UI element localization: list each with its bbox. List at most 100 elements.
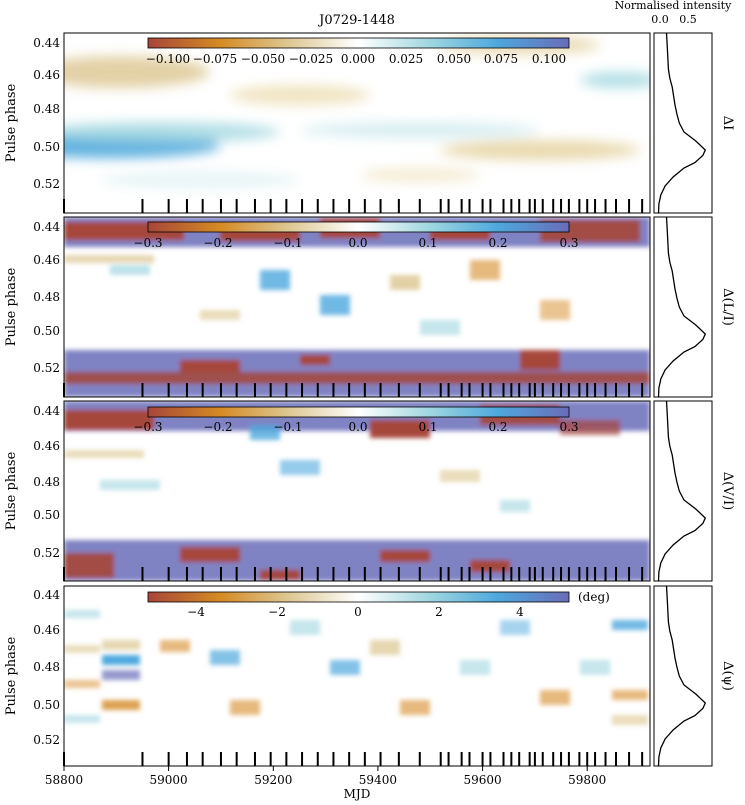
plot-frame (63, 216, 651, 398)
y-ticks: 0.44 0.46 0.48 0.50 0.52 (33, 404, 60, 560)
colorbar-gradient (147, 591, 570, 603)
x-tick-label: 59000 (150, 773, 188, 787)
y-tick-label: 0.52 (33, 733, 60, 747)
colorbar-tick: −0.1 (273, 236, 302, 250)
colorbar-tick: −0.2 (203, 236, 232, 250)
colorbar-tick: 4 (516, 605, 524, 619)
colorbar-tick: 0.3 (559, 236, 578, 250)
colorbar-tick: −0.050 (241, 52, 285, 66)
colorbar: −0.100 −0.075 −0.050 −0.025 0.000 0.025 … (146, 37, 570, 66)
x-tick-label: 59600 (464, 773, 502, 787)
colorbar-tick: −0.075 (193, 52, 237, 66)
colorbar-tick: 2 (435, 605, 443, 619)
colorbar-gradient (147, 37, 570, 49)
plot-frame (63, 32, 651, 214)
colorbar-tick: 0.3 (559, 420, 578, 434)
colorbar-tick: 0.2 (488, 236, 507, 250)
y-tick-label: 0.50 (33, 140, 60, 154)
profile-xtick-1: 0.5 (679, 13, 697, 26)
colorbar-tick: 0 (354, 605, 362, 619)
colorbar-gradient (147, 221, 570, 233)
y-ticks: 0.44 0.46 0.48 0.50 0.52 (33, 220, 60, 375)
panel-delta-i: Pulse phase ΔI 0.44 0.46 0.48 0.50 0.52 … (4, 32, 735, 214)
colorbar-tick: −2 (268, 605, 286, 619)
observation-ticks (63, 199, 644, 766)
y-ticks: 0.44 0.46 0.48 0.50 0.52 (33, 588, 60, 747)
plot-frame (63, 585, 651, 767)
colorbar: −4 −2 0 2 4 (deg) (147, 590, 610, 619)
y-axis-label: Pulse phase (4, 636, 19, 715)
colorbar-tick: 0.050 (437, 52, 471, 66)
colorbar: −0.3 −0.2 −0.1 0.0 0.1 0.2 0.3 (133, 406, 579, 434)
x-tick-label: 59800 (568, 773, 606, 787)
y-tick-label: 0.52 (33, 177, 60, 191)
colorbar-tick: −0.025 (289, 52, 333, 66)
x-tick-label: 58800 (45, 773, 83, 787)
colorbar-tick: 0.2 (488, 420, 507, 434)
colorbar: −0.3 −0.2 −0.1 0.0 0.1 0.2 0.3 (133, 221, 579, 250)
y-axis-label: Pulse phase (4, 451, 19, 530)
y-tick-label: 0.44 (33, 404, 60, 418)
y-tick-label: 0.46 (33, 68, 60, 82)
intensity-profiles (653, 32, 713, 767)
colorbar-tick: 0.1 (418, 420, 437, 434)
x-tick-label: 59200 (254, 773, 292, 787)
colorbar-tick: −0.3 (133, 236, 162, 250)
panel-label: Δ(L/I) (720, 288, 735, 326)
panel-label: ΔI (720, 116, 735, 131)
y-ticks: 0.44 0.46 0.48 0.50 0.52 (33, 36, 60, 191)
colorbar-unit: (deg) (578, 590, 610, 604)
profile-frame (653, 400, 713, 582)
colorbar-tick: 0.025 (389, 52, 423, 66)
profile-xtick-0: 0.0 (651, 13, 669, 26)
y-tick-label: 0.50 (33, 508, 60, 522)
y-tick-label: 0.50 (33, 698, 60, 712)
colorbar-tick: −0.3 (133, 420, 162, 434)
colorbar-tick: 0.0 (348, 236, 367, 250)
colorbar-tick: 0.000 (341, 52, 375, 66)
profile-title: Normalised intensity (615, 0, 732, 12)
colorbar-tick: −0.2 (203, 420, 232, 434)
intensity-profile-line (657, 216, 707, 398)
y-tick-label: 0.46 (33, 623, 60, 637)
colorbar-tick: 0.075 (484, 52, 518, 66)
y-tick-label: 0.46 (33, 439, 60, 453)
y-tick-label: 0.52 (33, 546, 60, 560)
y-tick-label: 0.44 (33, 36, 60, 50)
colorbar-gradient (147, 406, 570, 418)
panel-label: Δ(ψ) (720, 661, 735, 691)
y-tick-label: 0.44 (33, 588, 60, 602)
panel-delta-l-over-i: Pulse phase Δ(L/I) 0.44 0.46 0.48 0.50 0… (4, 216, 735, 398)
profile-frame (653, 32, 713, 214)
y-tick-label: 0.44 (33, 220, 60, 234)
colorbar-tick: −0.1 (273, 420, 302, 434)
y-tick-label: 0.46 (33, 253, 60, 267)
x-axis-label: MJD (344, 787, 371, 801)
x-tick-label: 59400 (359, 773, 397, 787)
panel-delta-v-over-i: Pulse phase Δ(V/I) 0.44 0.46 0.48 0.50 0… (4, 400, 735, 582)
heatmap-delta-psi (64, 610, 648, 725)
y-tick-label: 0.50 (33, 324, 60, 338)
heatmap-delta-i (64, 35, 650, 189)
colorbar-tick: 0.100 (532, 52, 566, 66)
colorbar-tick: −0.100 (146, 52, 190, 66)
x-axis: 58800 59000 59200 59400 59600 59800 MJD (45, 766, 606, 801)
profile-frame (653, 585, 713, 767)
colorbar-tick: −4 (187, 605, 205, 619)
intensity-profile-line (657, 32, 707, 214)
plot-frame (63, 400, 651, 582)
y-tick-label: 0.48 (33, 660, 60, 674)
profile-frame (653, 216, 713, 398)
y-tick-label: 0.48 (33, 290, 60, 304)
y-axis-label: Pulse phase (4, 267, 19, 346)
panel-delta-psi: Pulse phase Δ(ψ) 0.44 0.46 0.48 0.50 0.5… (4, 585, 735, 801)
plot-background (64, 586, 650, 766)
panel-label: Δ(V/I) (720, 472, 735, 510)
y-tick-label: 0.48 (33, 475, 60, 489)
colorbar-tick: 0.0 (348, 420, 367, 434)
chart-title: J0729-1448 (317, 13, 395, 28)
colorbar-tick: 0.1 (418, 236, 437, 250)
y-tick-label: 0.52 (33, 361, 60, 375)
